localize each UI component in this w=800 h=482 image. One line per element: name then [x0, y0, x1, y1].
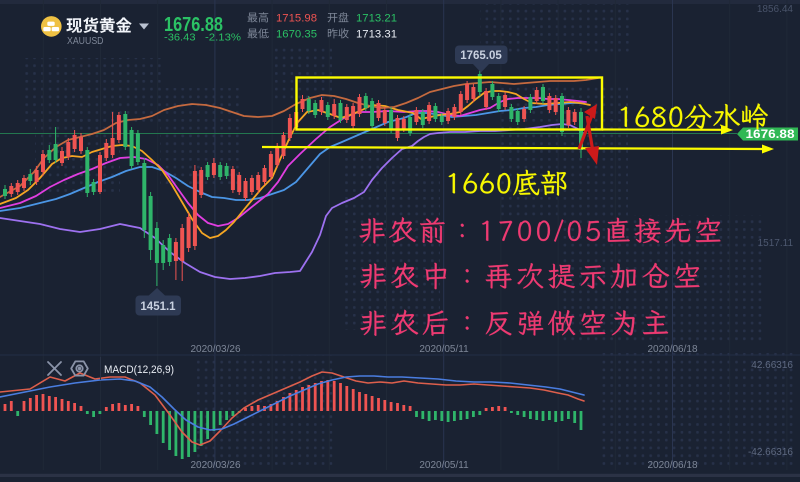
svg-text:2020/05/11: 2020/05/11	[419, 460, 469, 471]
svg-text:-36.43: -36.43	[164, 32, 196, 44]
svg-text:1765.05: 1765.05	[460, 50, 502, 62]
svg-text:-2.13%: -2.13%	[205, 32, 241, 44]
svg-text:1670.35: 1670.35	[276, 29, 317, 41]
svg-text:2020/05/11: 2020/05/11	[419, 344, 469, 355]
svg-text:1856.44: 1856.44	[757, 4, 794, 15]
svg-text:2020/06/18: 2020/06/18	[647, 460, 697, 471]
svg-text:2020/03/26: 2020/03/26	[190, 460, 240, 471]
svg-text:-42.66316: -42.66316	[748, 447, 793, 458]
svg-text:1451.1: 1451.1	[140, 301, 176, 313]
svg-text:1713.31: 1713.31	[356, 29, 397, 41]
svg-text:1715.98: 1715.98	[276, 13, 317, 25]
svg-text:XAUUSD: XAUUSD	[67, 35, 104, 47]
svg-text:2020/06/18: 2020/06/18	[647, 344, 697, 355]
svg-text:MACD(12,26,9): MACD(12,26,9)	[104, 364, 174, 376]
svg-text:2020/03/26: 2020/03/26	[190, 344, 240, 355]
svg-text:1713.21: 1713.21	[356, 13, 397, 25]
svg-text:1676.88: 1676.88	[746, 129, 796, 141]
svg-text:1517.11: 1517.11	[758, 238, 794, 249]
svg-text:42.66316: 42.66316	[751, 360, 793, 371]
